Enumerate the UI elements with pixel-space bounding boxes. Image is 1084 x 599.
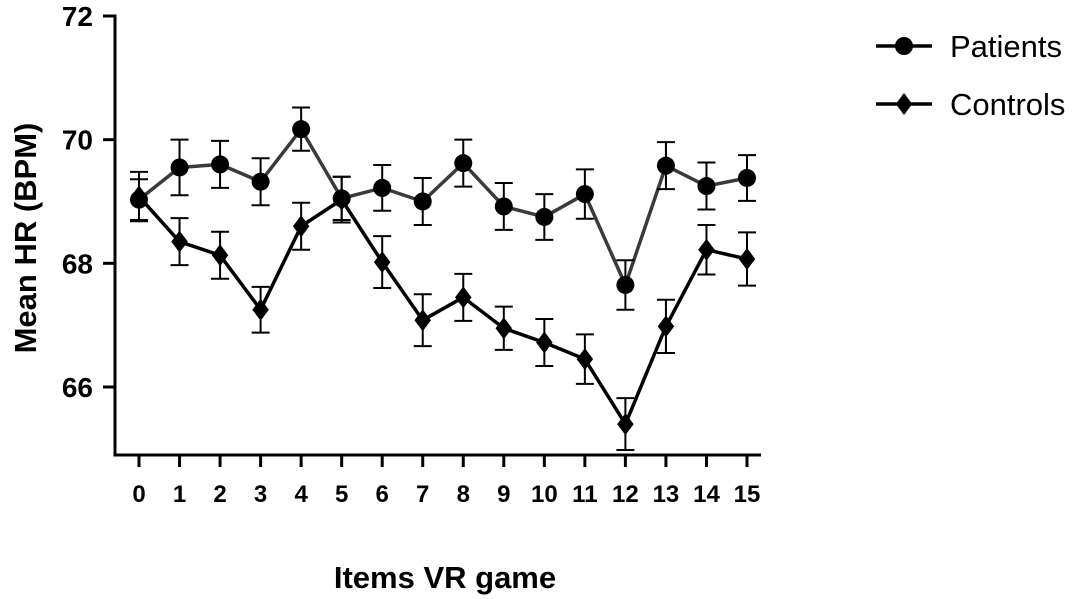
controls-point xyxy=(576,348,594,371)
x-tick-label: 0 xyxy=(132,481,145,508)
patients-point xyxy=(332,189,351,208)
controls-point xyxy=(536,331,553,354)
y-axis-ticks: 66 68 70 72 xyxy=(62,1,115,403)
y-axis-title: Mean HR (BPM) xyxy=(8,123,43,354)
patients-point xyxy=(211,155,230,174)
x-tick-label: 2 xyxy=(213,481,226,508)
x-tick-label: 14 xyxy=(693,481,720,508)
series-layer xyxy=(130,106,756,452)
patients-point xyxy=(251,172,270,191)
controls-point xyxy=(252,298,269,321)
patients-point xyxy=(494,197,513,216)
patients-point xyxy=(130,190,148,209)
axes xyxy=(113,14,761,457)
controls-point xyxy=(495,317,513,340)
x-tick-label: 13 xyxy=(653,481,680,508)
legend-item-controls: Controls xyxy=(876,87,1065,122)
x-tick-label: 11 xyxy=(572,481,597,508)
x-axis-ticks: 0 1 2 3 4 5 6 7 8 9 10 11 12 13 14 15 xyxy=(132,455,760,508)
controls-series xyxy=(130,170,756,452)
patients-line xyxy=(137,127,748,287)
y-tick-label: 66 xyxy=(62,372,93,403)
controls-point xyxy=(414,309,431,332)
patients-point xyxy=(170,158,189,177)
legend: Patients Controls xyxy=(876,29,1065,122)
x-tick-label: 1 xyxy=(173,481,186,508)
controls-point xyxy=(657,315,675,338)
y-tick-label: 70 xyxy=(62,125,93,156)
x-tick-label: 8 xyxy=(457,481,470,508)
patients-point xyxy=(454,154,473,173)
y-tick-label: 68 xyxy=(62,248,93,279)
patients-point xyxy=(616,275,635,294)
controls-point xyxy=(373,251,391,274)
legend-label-controls: Controls xyxy=(950,87,1065,122)
controls-line xyxy=(137,195,748,426)
controls-point xyxy=(211,244,229,267)
x-tick-label: 7 xyxy=(416,481,429,508)
x-tick-label: 10 xyxy=(531,481,558,508)
x-tick-label: 15 xyxy=(734,481,761,508)
legend-marker-controls xyxy=(895,93,913,115)
x-tick-label: 9 xyxy=(497,481,510,508)
legend-marker-patients xyxy=(895,37,913,55)
x-tick-label: 4 xyxy=(294,481,308,508)
x-tick-label: 12 xyxy=(612,481,639,508)
controls-point xyxy=(698,238,715,261)
controls-point xyxy=(455,286,472,309)
legend-item-patients: Patients xyxy=(876,29,1062,64)
patients-point xyxy=(656,156,675,175)
legend-label-patients: Patients xyxy=(950,29,1062,64)
x-axis-title: Items VR game xyxy=(334,560,556,595)
controls-point xyxy=(738,247,756,270)
y-tick-label: 72 xyxy=(62,1,93,32)
patients-point xyxy=(413,192,432,211)
patients-point xyxy=(535,207,554,226)
patients-point xyxy=(738,168,756,187)
controls-point xyxy=(171,230,188,253)
patients-point xyxy=(292,120,311,139)
patients-point xyxy=(575,185,594,204)
x-tick-label: 6 xyxy=(376,481,389,508)
patients-series xyxy=(130,106,756,311)
patients-point xyxy=(373,178,392,197)
x-tick-label: 3 xyxy=(254,481,267,508)
controls-point xyxy=(292,215,310,238)
patients-point xyxy=(697,177,716,196)
controls-point xyxy=(617,413,634,436)
x-tick-label: 5 xyxy=(335,481,348,508)
